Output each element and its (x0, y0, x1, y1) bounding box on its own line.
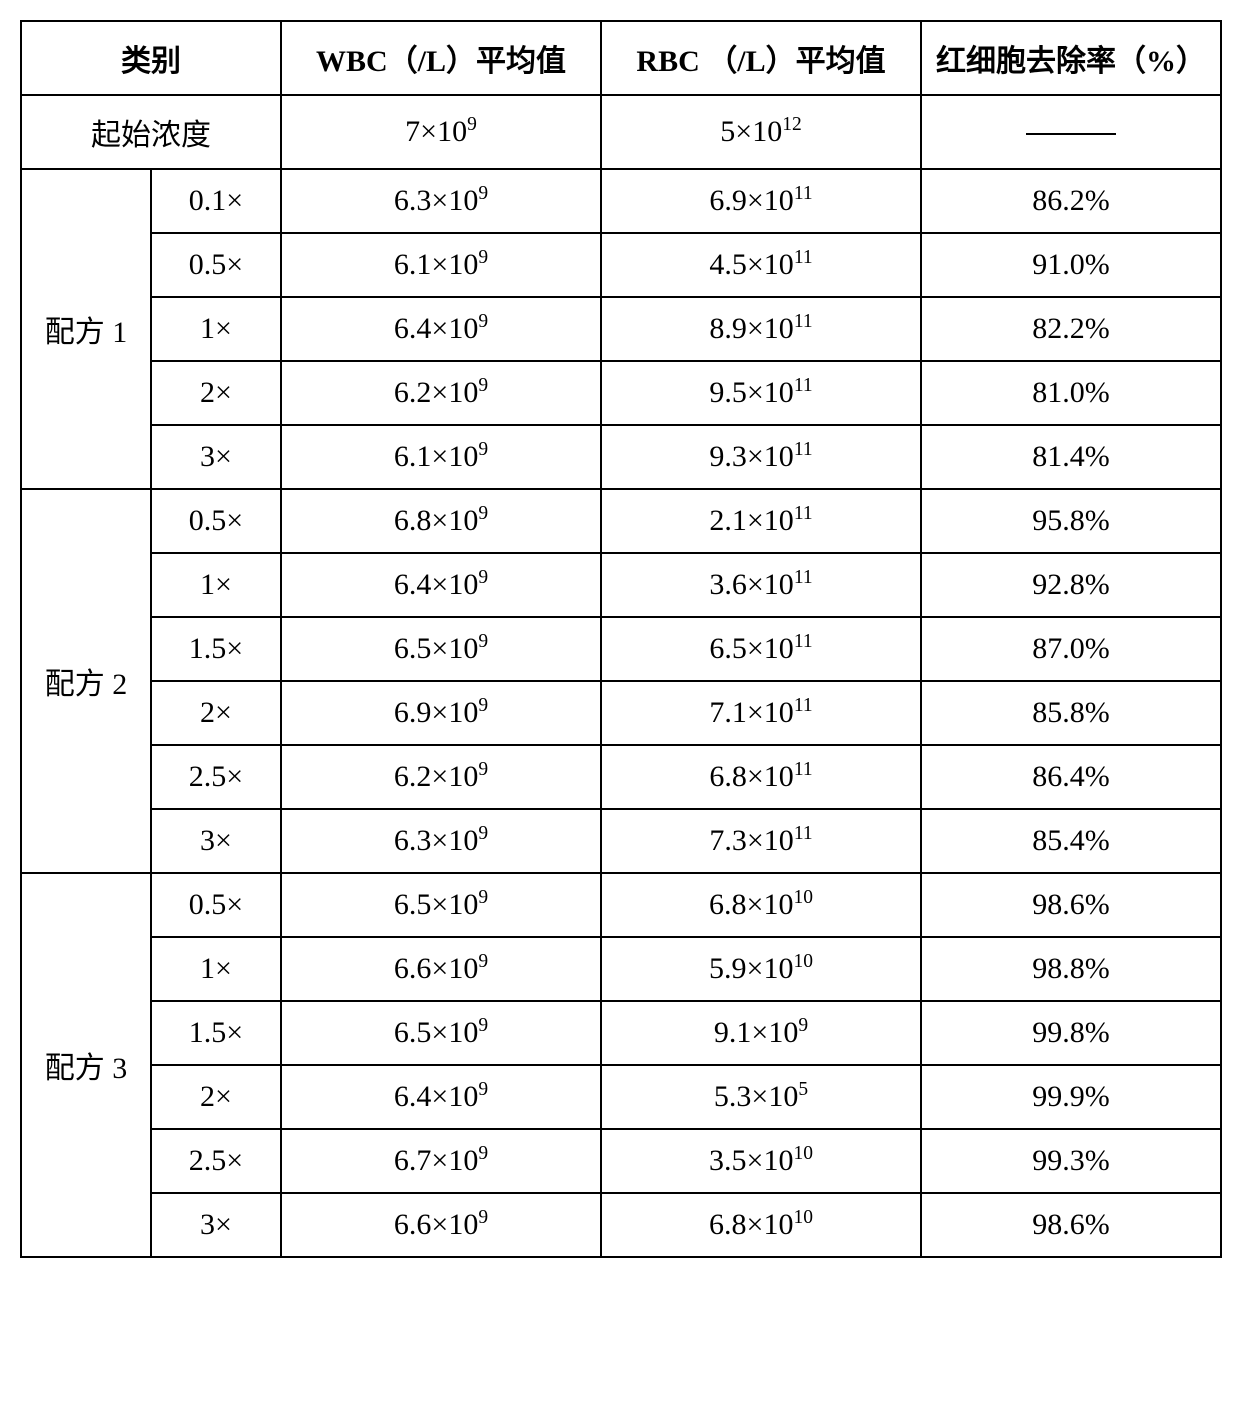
initial-rbc: 5×1012 (601, 95, 921, 169)
rbc-value: 8.9×1011 (601, 297, 921, 361)
table-row: 3×6.1×1099.3×101181.4% (21, 425, 1221, 489)
data-table: 类别WBC（/L）平均值RBC （/L）平均值红细胞去除率（%） 起始浓度7×10… (20, 20, 1222, 1258)
rbc-value: 6.5×1011 (601, 617, 921, 681)
table-row: 2.5×6.2×1096.8×101186.4% (21, 745, 1221, 809)
concentration: 2.5× (151, 745, 281, 809)
wbc-value: 6.2×109 (281, 745, 601, 809)
removal-rate: 98.8% (921, 937, 1221, 1001)
rbc-value: 6.8×1010 (601, 1193, 921, 1257)
rbc-value: 6.8×1011 (601, 745, 921, 809)
rbc-value: 6.8×1010 (601, 873, 921, 937)
removal-rate: 92.8% (921, 553, 1221, 617)
wbc-value: 6.5×109 (281, 873, 601, 937)
rbc-value: 3.5×1010 (601, 1129, 921, 1193)
rbc-value: 3.6×1011 (601, 553, 921, 617)
table-row: 配方 30.5×6.5×1096.8×101098.6% (21, 873, 1221, 937)
initial-label: 起始浓度 (21, 95, 281, 169)
removal-rate: 81.0% (921, 361, 1221, 425)
removal-rate: 98.6% (921, 873, 1221, 937)
wbc-value: 6.6×109 (281, 1193, 601, 1257)
table-row: 0.5×6.1×1094.5×101191.0% (21, 233, 1221, 297)
concentration: 1× (151, 937, 281, 1001)
rbc-value: 9.1×109 (601, 1001, 921, 1065)
wbc-value: 6.5×109 (281, 1001, 601, 1065)
wbc-value: 6.7×109 (281, 1129, 601, 1193)
rbc-value: 2.1×1011 (601, 489, 921, 553)
table-row: 3×6.3×1097.3×101185.4% (21, 809, 1221, 873)
concentration: 0.5× (151, 233, 281, 297)
wbc-value: 6.1×109 (281, 425, 601, 489)
header-category: 类别 (21, 21, 281, 95)
removal-rate: 86.4% (921, 745, 1221, 809)
rbc-value: 9.5×1011 (601, 361, 921, 425)
removal-rate: 91.0% (921, 233, 1221, 297)
table-row: 2×6.2×1099.5×101181.0% (21, 361, 1221, 425)
initial-wbc: 7×109 (281, 95, 601, 169)
wbc-value: 6.1×109 (281, 233, 601, 297)
concentration: 0.5× (151, 489, 281, 553)
table-row: 配方 20.5×6.8×1092.1×101195.8% (21, 489, 1221, 553)
removal-rate: 99.3% (921, 1129, 1221, 1193)
table-row: 3×6.6×1096.8×101098.6% (21, 1193, 1221, 1257)
removal-rate: 82.2% (921, 297, 1221, 361)
group-name: 配方 2 (21, 489, 151, 873)
header-wbc: WBC（/L）平均值 (281, 21, 601, 95)
removal-rate: 99.9% (921, 1065, 1221, 1129)
wbc-value: 6.6×109 (281, 937, 601, 1001)
removal-rate: 99.8% (921, 1001, 1221, 1065)
rbc-value: 6.9×1011 (601, 169, 921, 233)
concentration: 3× (151, 1193, 281, 1257)
concentration: 1.5× (151, 1001, 281, 1065)
wbc-value: 6.8×109 (281, 489, 601, 553)
concentration: 1× (151, 297, 281, 361)
table-row: 1.5×6.5×1099.1×10999.8% (21, 1001, 1221, 1065)
table-row: 2×6.4×1095.3×10599.9% (21, 1065, 1221, 1129)
header-removal: 红细胞去除率（%） (921, 21, 1221, 95)
table-row: 2×6.9×1097.1×101185.8% (21, 681, 1221, 745)
concentration: 0.5× (151, 873, 281, 937)
removal-rate: 86.2% (921, 169, 1221, 233)
rbc-value: 5.3×105 (601, 1065, 921, 1129)
table-row: 2.5×6.7×1093.5×101099.3% (21, 1129, 1221, 1193)
removal-rate: 85.4% (921, 809, 1221, 873)
removal-rate: 87.0% (921, 617, 1221, 681)
removal-rate: 95.8% (921, 489, 1221, 553)
concentration: 2× (151, 361, 281, 425)
table-row: 1.5×6.5×1096.5×101187.0% (21, 617, 1221, 681)
table-row: 配方 10.1×6.3×1096.9×101186.2% (21, 169, 1221, 233)
wbc-value: 6.4×109 (281, 1065, 601, 1129)
concentration: 3× (151, 809, 281, 873)
concentration: 2× (151, 681, 281, 745)
group-name: 配方 1 (21, 169, 151, 489)
wbc-value: 6.5×109 (281, 617, 601, 681)
concentration: 2× (151, 1065, 281, 1129)
rbc-value: 7.3×1011 (601, 809, 921, 873)
concentration: 1.5× (151, 617, 281, 681)
removal-rate: 85.8% (921, 681, 1221, 745)
removal-rate: 98.6% (921, 1193, 1221, 1257)
concentration: 2.5× (151, 1129, 281, 1193)
removal-rate: 81.4% (921, 425, 1221, 489)
rbc-value: 5.9×1010 (601, 937, 921, 1001)
rbc-value: 4.5×1011 (601, 233, 921, 297)
wbc-value: 6.2×109 (281, 361, 601, 425)
wbc-value: 6.4×109 (281, 297, 601, 361)
initial-removal-empty (921, 95, 1221, 169)
table-row: 1×6.6×1095.9×101098.8% (21, 937, 1221, 1001)
rbc-value: 7.1×1011 (601, 681, 921, 745)
table-row: 1×6.4×1093.6×101192.8% (21, 553, 1221, 617)
header-rbc: RBC （/L）平均值 (601, 21, 921, 95)
wbc-value: 6.4×109 (281, 553, 601, 617)
table-row: 1×6.4×1098.9×101182.2% (21, 297, 1221, 361)
concentration: 1× (151, 553, 281, 617)
group-name: 配方 3 (21, 873, 151, 1257)
wbc-value: 6.3×109 (281, 169, 601, 233)
wbc-value: 6.9×109 (281, 681, 601, 745)
concentration: 3× (151, 425, 281, 489)
concentration: 0.1× (151, 169, 281, 233)
rbc-value: 9.3×1011 (601, 425, 921, 489)
wbc-value: 6.3×109 (281, 809, 601, 873)
